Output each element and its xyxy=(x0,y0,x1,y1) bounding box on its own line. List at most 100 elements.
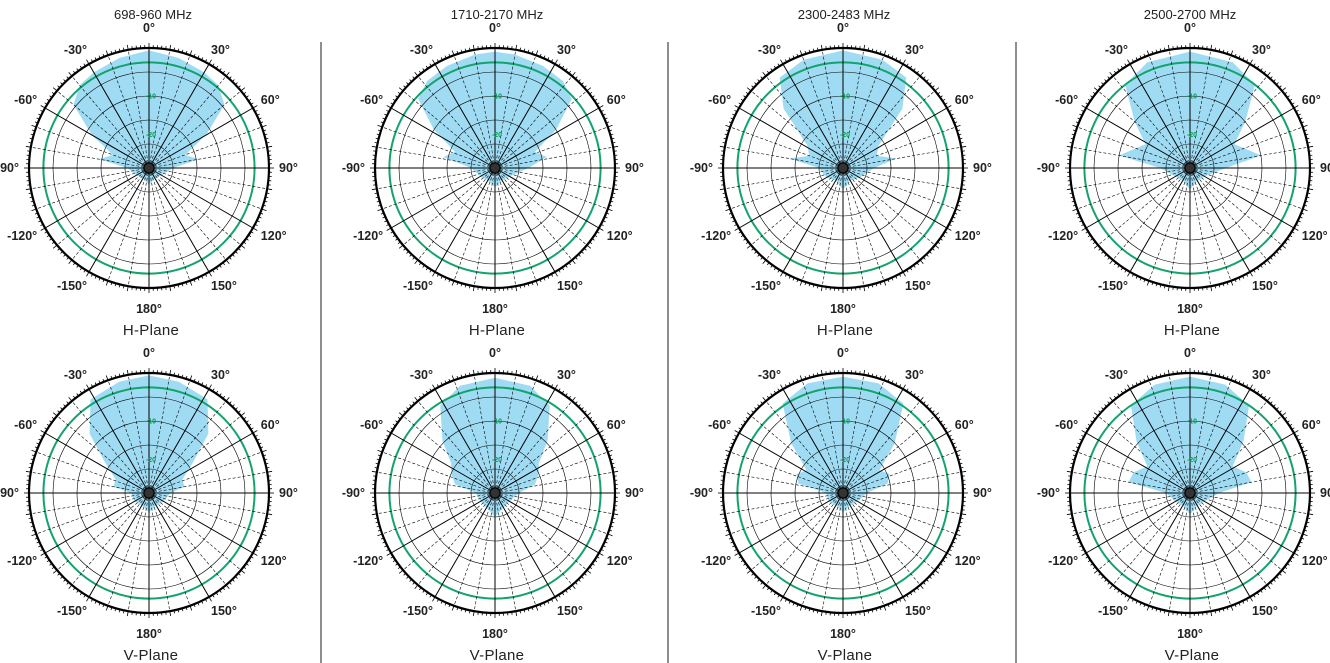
minor-spoke xyxy=(1189,492,1303,535)
tick-mark xyxy=(543,380,546,384)
tick-mark xyxy=(219,68,222,72)
angle-label: 0° xyxy=(489,346,501,360)
tick-mark xyxy=(591,563,595,566)
tick-mark xyxy=(76,589,79,593)
minor-spoke xyxy=(148,374,171,494)
tick-mark xyxy=(909,65,913,69)
tick-mark xyxy=(1306,462,1310,465)
tick-mark xyxy=(248,423,252,427)
tick-mark xyxy=(384,113,388,116)
tick-mark xyxy=(581,576,584,579)
tick-mark xyxy=(939,238,943,241)
major-spoke xyxy=(842,492,904,598)
minor-spoke xyxy=(730,126,844,169)
tick-mark xyxy=(916,395,920,399)
tick-mark xyxy=(1135,57,1138,61)
angle-label: -90° xyxy=(1037,161,1060,175)
tick-mark xyxy=(1117,589,1120,593)
tick-mark xyxy=(1305,133,1309,136)
minor-spoke xyxy=(1071,146,1191,169)
tick-mark xyxy=(40,552,46,556)
tick-mark xyxy=(937,566,941,570)
tick-mark xyxy=(1230,375,1234,381)
tick-mark xyxy=(956,529,961,532)
tick-mark xyxy=(219,264,222,268)
tick-mark xyxy=(929,82,932,85)
tick-mark xyxy=(1263,395,1267,399)
tick-mark xyxy=(1079,220,1083,223)
tick-mark xyxy=(51,91,55,95)
tick-mark xyxy=(215,267,219,271)
tick-mark xyxy=(1278,85,1282,88)
polar-chart-v-plane: -10 -20 0° 30° 60° 90° 120° 150° 180° -150° -120° -… xyxy=(342,346,644,663)
tick-mark xyxy=(123,285,125,289)
tick-mark xyxy=(414,396,419,402)
tick-mark xyxy=(1284,566,1288,570)
tick-mark xyxy=(1139,277,1142,281)
tick-mark xyxy=(25,145,31,148)
minor-spoke xyxy=(1189,451,1303,494)
tick-mark xyxy=(1120,390,1124,394)
tick-mark xyxy=(382,117,386,120)
minor-spoke xyxy=(494,492,614,515)
tick-mark xyxy=(204,273,208,277)
plane-label: H-Plane xyxy=(1164,322,1220,339)
tick-mark xyxy=(743,420,747,423)
tick-mark xyxy=(1092,416,1096,420)
tick-mark xyxy=(1245,59,1249,63)
tick-mark xyxy=(568,395,572,399)
tick-mark xyxy=(519,372,521,376)
angle-label: 60° xyxy=(261,93,280,107)
tick-mark xyxy=(440,382,443,386)
tick-mark xyxy=(250,102,254,105)
band-title: 2300-2483 MHz xyxy=(798,7,891,22)
tick-mark xyxy=(808,283,811,287)
tick-mark xyxy=(444,380,447,384)
angle-label: -60° xyxy=(1055,93,1078,107)
tick-mark xyxy=(1135,275,1138,279)
tick-mark xyxy=(208,59,212,65)
minor-spoke xyxy=(1071,492,1191,515)
tick-mark xyxy=(944,231,948,234)
minor-spoke xyxy=(453,380,496,494)
tick-mark xyxy=(523,48,526,52)
tick-mark xyxy=(863,611,866,617)
angle-label: 30° xyxy=(1252,368,1271,382)
tick-mark xyxy=(185,375,188,380)
tick-mark xyxy=(229,76,232,80)
tick-mark xyxy=(956,454,961,457)
tick-mark xyxy=(760,76,763,80)
minor-spoke xyxy=(148,167,171,287)
angle-label: 180° xyxy=(136,627,162,641)
db-label: -10 xyxy=(840,418,850,425)
minor-spoke xyxy=(376,471,496,494)
angle-label: 90° xyxy=(625,161,644,175)
tick-mark xyxy=(600,223,604,227)
tick-mark xyxy=(863,286,866,292)
tick-mark xyxy=(245,95,249,98)
major-spoke xyxy=(842,167,948,229)
tick-mark xyxy=(725,208,731,212)
angle-label: -120° xyxy=(701,229,731,243)
tick-mark xyxy=(1072,129,1077,132)
tick-mark xyxy=(804,375,807,380)
tick-mark xyxy=(177,48,180,52)
tick-mark xyxy=(472,369,475,375)
tick-mark xyxy=(66,256,69,260)
tick-mark xyxy=(1273,404,1276,407)
tick-mark xyxy=(412,401,415,405)
major-spoke xyxy=(88,167,150,273)
tick-mark xyxy=(734,552,740,556)
major-spoke xyxy=(1085,432,1191,494)
tick-mark xyxy=(397,416,401,420)
tick-mark xyxy=(397,91,401,95)
tick-mark xyxy=(386,430,392,434)
tick-mark xyxy=(30,200,34,203)
tick-mark xyxy=(232,579,235,582)
tick-mark xyxy=(30,458,34,461)
polar-chart-v-plane: -10 -20 0° 30° 60° 90° 120° 150° 180° -150° -120° -… xyxy=(1037,346,1330,663)
tick-mark xyxy=(558,269,561,273)
tick-mark xyxy=(1146,605,1150,611)
tick-mark xyxy=(1079,438,1083,441)
tick-mark xyxy=(436,59,440,63)
